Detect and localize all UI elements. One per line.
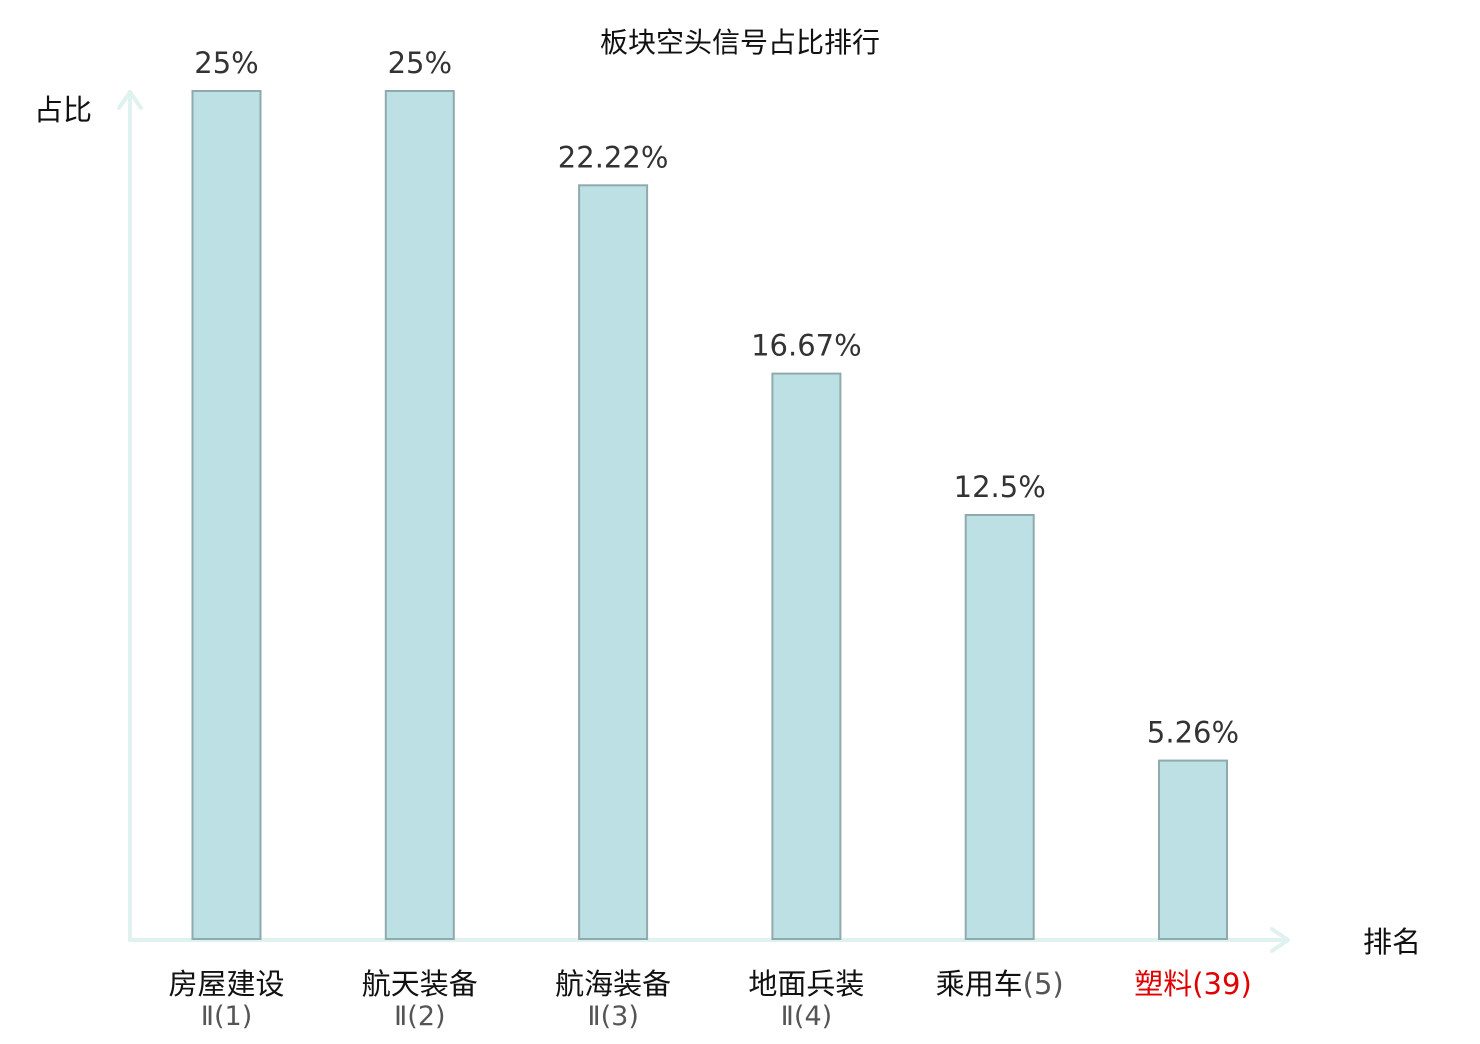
value-label-6: 5.26% xyxy=(1147,716,1239,750)
x-tick-rank-2: Ⅱ(2) xyxy=(394,1001,446,1032)
bar-3 xyxy=(578,184,649,941)
x-axis-arrow-icon xyxy=(1270,927,1290,953)
bars-group xyxy=(191,90,1228,941)
value-label-5: 12.5% xyxy=(954,470,1046,504)
x-tick-label-4: 地面兵装 xyxy=(748,967,864,1001)
value-label-3: 22.22% xyxy=(558,140,669,174)
value-label-4: 16.67% xyxy=(751,329,862,363)
x-tick-rank-5: (5) xyxy=(1023,967,1064,1001)
x-tick-label-1: 房屋建设 xyxy=(168,967,284,1001)
axes xyxy=(117,90,1290,953)
value-labels-group: 25% 25% 22.22% 16.67% 12.5% 5.26% xyxy=(194,46,1239,750)
x-tick-name-5: 乘用车 xyxy=(936,967,1023,1001)
bar-4 xyxy=(771,372,842,941)
x-tick-label-2: 航天装备 xyxy=(362,967,478,1001)
bar-2 xyxy=(384,90,455,940)
value-label-1: 25% xyxy=(194,46,258,80)
y-axis-arrow-icon xyxy=(117,90,143,110)
x-tick-name-6: 塑料 xyxy=(1134,967,1192,1001)
x-tick-rank-4: Ⅱ(4) xyxy=(781,1001,833,1032)
x-tick-label-3: 航海装备 xyxy=(555,967,671,1001)
x-tick-label-5: 乘用车(5) xyxy=(936,967,1064,1001)
chart-title: 板块空头信号占比排行 xyxy=(600,26,880,59)
x-tick-rank-1: Ⅱ(1) xyxy=(201,1001,253,1032)
y-axis-label: 占比 xyxy=(34,93,92,127)
x-axis-label: 排名 xyxy=(1363,925,1421,959)
x-tick-label-6: 塑料(39) xyxy=(1134,967,1252,1001)
x-tick-rank-6: (39) xyxy=(1192,967,1252,1001)
bar-1 xyxy=(191,90,262,940)
value-label-2: 25% xyxy=(388,46,452,80)
bar-6 xyxy=(1158,759,1228,940)
bar-5 xyxy=(964,514,1035,940)
x-tick-rank-3: Ⅱ(3) xyxy=(587,1001,639,1032)
